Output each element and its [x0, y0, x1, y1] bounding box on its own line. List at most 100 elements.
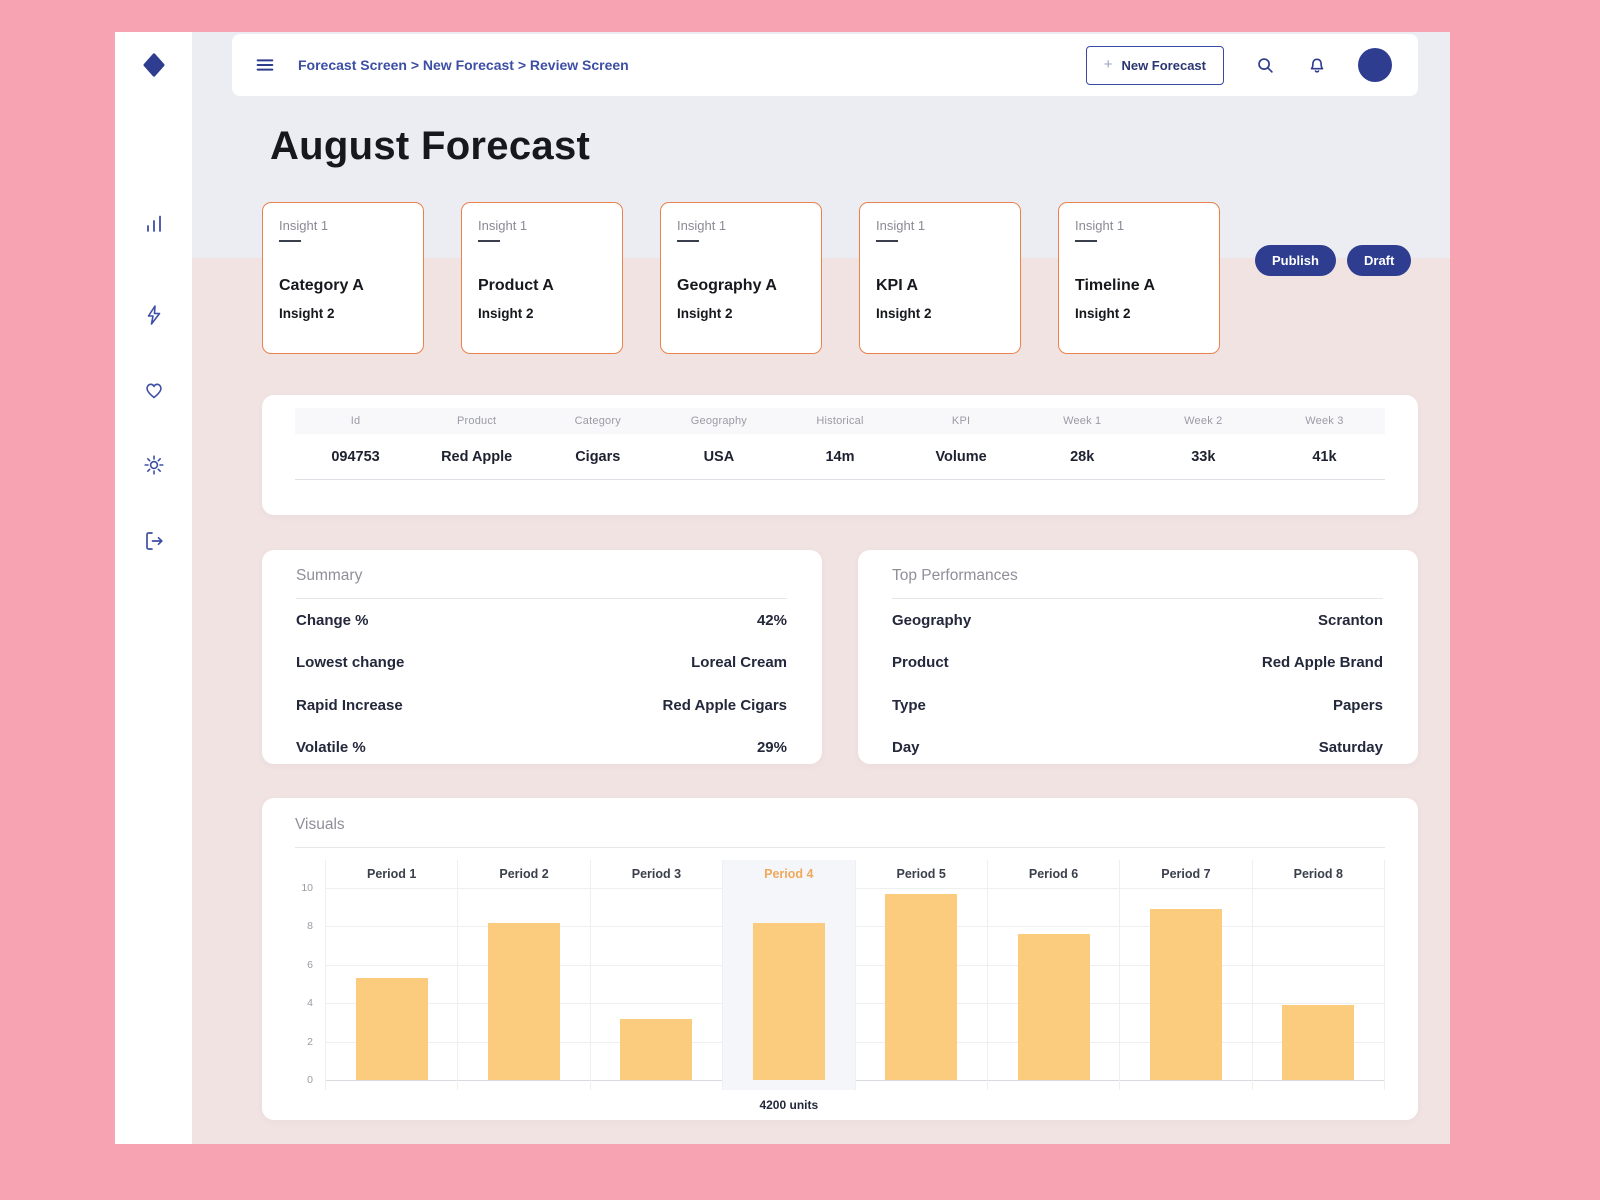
table-cell-geography: USA — [703, 448, 735, 465]
top-performances-value: Papers — [1332, 696, 1383, 714]
bar-period-5 — [885, 893, 958, 1080]
new-forecast-button[interactable]: + New Forecast — [1085, 45, 1224, 85]
chart-column-label: Period 7 — [1161, 867, 1211, 881]
y-axis: 0 2 4 6 8 10 — [295, 860, 321, 1090]
sun-settings-icon[interactable] — [115, 453, 192, 477]
insight-top-label: Insight 1 — [876, 218, 926, 233]
top-performances-label: Day — [892, 739, 920, 757]
chart-column-plot — [1253, 888, 1384, 1080]
y-axis-tick: 8 — [307, 920, 313, 933]
insight-underline — [1075, 240, 1097, 242]
summary-card: Summary Change % 42% Lowest change Lorea… — [262, 550, 822, 764]
bar-period-8 — [1282, 1005, 1355, 1080]
insight-top-label: Insight 1 — [1075, 218, 1125, 233]
chart-column-label: Period 5 — [896, 867, 946, 881]
bell-icon[interactable] — [1306, 54, 1328, 76]
chart-column-period-2[interactable]: Period 2 — [457, 860, 589, 1090]
chart-column-period-5[interactable]: Period 5 — [854, 860, 987, 1090]
top-performances-row: Day Saturday — [892, 727, 1383, 770]
summary-label: Lowest change — [296, 654, 405, 672]
top-performances-label: Product — [892, 654, 949, 672]
insight-card-geography[interactable]: Insight 1 Geography A Insight 2 — [660, 202, 822, 354]
table-header: Week 1 — [1063, 415, 1102, 427]
top-performances-row: Product Red Apple Brand — [892, 642, 1383, 685]
y-axis-tick: 2 — [307, 1035, 313, 1048]
chart-column-period-7[interactable]: Period 7 — [1119, 860, 1251, 1090]
plus-icon: + — [1103, 56, 1113, 73]
draft-button[interactable]: Draft — [1347, 245, 1412, 276]
chart-column-period-3[interactable]: Period 3 — [589, 860, 722, 1090]
summary-title: Summary — [296, 567, 787, 599]
insight-bottom-label: Insight 2 — [677, 306, 733, 321]
table-header: Id — [350, 415, 361, 427]
summary-row: Volatile % 29% — [296, 727, 787, 770]
visuals-title: Visuals — [295, 816, 1385, 848]
chart-column-label: Period 3 — [631, 867, 682, 881]
chart-column-plot — [326, 888, 457, 1080]
insight-cards-row: Insight 1 Category A Insight 2 Insight 1… — [262, 202, 1220, 354]
bar-period-1 — [355, 978, 428, 1080]
bar-chart-icon[interactable] — [115, 212, 192, 236]
top-performances-value: Scranton — [1317, 611, 1383, 629]
insight-title: KPI A — [876, 277, 919, 294]
insight-title: Geography A — [677, 277, 777, 294]
insight-bottom-label: Insight 2 — [279, 306, 335, 321]
table-header: Week 2 — [1184, 415, 1223, 427]
page-title: August Forecast — [270, 124, 591, 168]
sidebar — [115, 32, 192, 1144]
chart-column-period-6[interactable]: Period 6 — [986, 860, 1119, 1090]
visuals-card: Visuals 0 2 4 6 8 10 Period 1 Period 2 Period 3… — [262, 798, 1418, 1120]
top-performances-card: Top Performances Geography Scranton Prod… — [858, 550, 1418, 764]
hamburger-menu-icon[interactable] — [254, 54, 276, 76]
bar-period-6 — [1017, 934, 1090, 1080]
chart-column-label: Period 2 — [499, 867, 549, 881]
insight-underline — [279, 240, 301, 242]
summary-label: Change % — [296, 611, 369, 629]
user-avatar[interactable] — [1358, 48, 1392, 82]
table-header-row: Id Product Category Geography Historical… — [295, 408, 1385, 434]
insight-card-category[interactable]: Insight 1 Category A Insight 2 — [262, 202, 424, 354]
top-performances-title: Top Performances — [892, 567, 1383, 599]
insight-top-label: Insight 1 — [677, 218, 727, 233]
table-header: Historical — [816, 415, 864, 427]
chart-annotation: 4200 units — [759, 1098, 819, 1112]
insight-underline — [677, 240, 699, 242]
chart-column-plot — [591, 888, 722, 1080]
main-content: Forecast Screen > New Forecast > Review … — [192, 32, 1450, 1144]
chart-column-plot — [856, 888, 987, 1080]
y-axis-tick: 0 — [307, 1074, 313, 1086]
bar-period-3 — [620, 1018, 693, 1080]
chart-column-period-1[interactable]: Period 1 — [325, 860, 457, 1090]
table-cell-week1: 28k — [1070, 448, 1095, 465]
table-row[interactable]: 094753 Red Apple Cigars USA 14m Volume 2… — [295, 434, 1385, 480]
chart-column-period-8[interactable]: Period 8 — [1251, 860, 1385, 1090]
table-cell-kpi: Volume — [935, 448, 987, 465]
chart-column-plot — [723, 888, 854, 1080]
chart-column-period-4[interactable]: Period 4 4200 units — [722, 860, 855, 1112]
header-bar: Forecast Screen > New Forecast > Review … — [232, 34, 1418, 96]
insight-card-kpi[interactable]: Insight 1 KPI A Insight 2 — [859, 202, 1021, 354]
publish-button[interactable]: Publish — [1255, 245, 1336, 276]
breadcrumb[interactable]: Forecast Screen > New Forecast > Review … — [298, 57, 629, 73]
heart-icon[interactable] — [115, 378, 192, 402]
top-performances-value: Saturday — [1318, 739, 1383, 757]
insight-title: Product A — [478, 277, 554, 294]
insight-card-product[interactable]: Insight 1 Product A Insight 2 — [461, 202, 623, 354]
bar-period-2 — [488, 922, 561, 1080]
insight-title: Timeline A — [1075, 277, 1156, 294]
insight-top-label: Insight 1 — [478, 218, 528, 233]
chart-columns: Period 1 Period 2 Period 3 Period 4 4200 uni… — [325, 860, 1385, 1112]
lightning-icon[interactable] — [115, 303, 192, 327]
table-header: Geography — [690, 415, 747, 427]
logout-icon[interactable] — [115, 529, 192, 553]
search-icon[interactable] — [1254, 54, 1276, 76]
summary-label: Rapid Increase — [296, 696, 403, 714]
insight-title: Category A — [279, 277, 364, 294]
summary-label: Volatile % — [296, 739, 366, 757]
chart-column-plot — [988, 888, 1119, 1080]
table-cell-historical: 14m — [825, 448, 855, 465]
table-header: Category — [574, 415, 621, 427]
summary-value: 29% — [756, 739, 787, 757]
insight-card-timeline[interactable]: Insight 1 Timeline A Insight 2 — [1058, 202, 1220, 354]
summary-value: Loreal Cream — [691, 654, 787, 672]
